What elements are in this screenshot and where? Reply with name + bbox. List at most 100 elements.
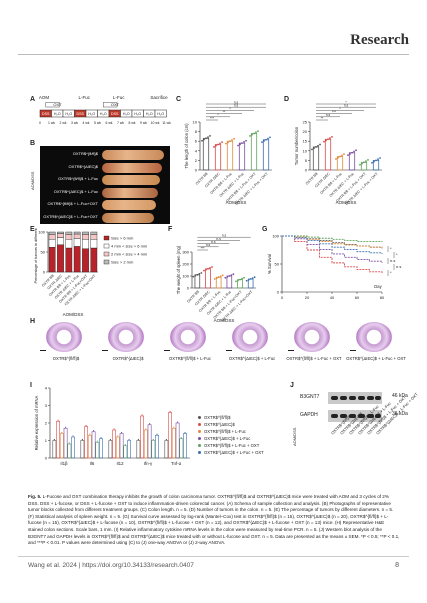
y-tick-label: 10 xyxy=(303,148,308,153)
data-point xyxy=(124,444,126,446)
cytokine-mrna-chart: 0 1 2 3 4 Relative expression of mRNA Il1β Il6 I… xyxy=(34,386,190,466)
legend-marker xyxy=(198,451,201,454)
stack-segment xyxy=(82,248,89,273)
panel-b-label: B xyxy=(30,140,36,147)
data-point xyxy=(92,430,95,432)
legend-label: 4 mm < size > 6 mm xyxy=(111,244,148,249)
y-axis-title: Percentage of tumors in different size xyxy=(34,228,38,283)
scale-bar xyxy=(102,350,108,351)
legend-label: OXTR$^{fl/fl}$ + L-Fuc xyxy=(204,429,246,434)
y-tick-label: 25 xyxy=(303,120,308,125)
data-point xyxy=(209,135,211,137)
stack-segment xyxy=(90,238,98,249)
data-point xyxy=(265,138,267,141)
schema-top-label: AOM xyxy=(39,95,50,100)
x-axis-title: Day xyxy=(374,284,382,289)
he-caption: OXTR$^{fl/fl}$ + L-Fuc + OXT xyxy=(286,356,342,361)
y-axis-title: The weight of spleen (mg) xyxy=(176,245,181,294)
colon-row-label: OXTR$^{ΔIEC}$ + L-Fuc+OXT xyxy=(43,213,98,219)
schema-box-label: H₂O xyxy=(88,112,95,116)
colon-specimen xyxy=(102,150,164,160)
legend-label: 2 mm < size > 4 mm xyxy=(111,252,148,257)
cytokine-legend: OXTR$^{fl/fl}$ OXTR$^{ΔIEC}$ OXTR$^{fl/fl}… xyxy=(198,414,278,456)
survival-line xyxy=(282,235,383,263)
bar xyxy=(348,152,356,171)
data-point xyxy=(53,438,55,441)
survival-line xyxy=(282,235,383,275)
schema-week-label: 1 wk xyxy=(48,121,55,125)
legend-entry: OXTR$^{ΔIEC}$ + L-Fuc xyxy=(198,435,278,442)
he-caption: OXTR$^{fl/fl}$ + L-Fuc xyxy=(169,356,211,361)
data-point xyxy=(194,274,197,277)
stack-segment xyxy=(48,234,56,240)
y-tick-label: 20 xyxy=(303,129,308,134)
data-point xyxy=(257,130,259,133)
colon-row-label: OXTR$^{fl/fl}$ + L-Fuc xyxy=(57,176,98,181)
data-point xyxy=(176,421,179,423)
data-point xyxy=(213,278,216,280)
schema-week-label: 9 wk xyxy=(140,121,147,125)
sig-label: n.s xyxy=(344,104,349,108)
bar xyxy=(147,424,152,459)
bar xyxy=(108,440,113,459)
data-point xyxy=(169,410,171,413)
data-point xyxy=(347,154,349,157)
data-point xyxy=(319,143,321,146)
bar xyxy=(67,443,72,459)
data-point xyxy=(221,141,223,144)
bar xyxy=(238,142,246,171)
data-point xyxy=(192,275,195,278)
legend-swatch xyxy=(103,243,110,249)
y-tick-label: 0 xyxy=(187,286,190,291)
stack-segment xyxy=(73,233,81,239)
panel-f-label: F xyxy=(168,226,173,233)
y-axis-title: % Survival xyxy=(267,254,272,274)
y-tick-label: 0 xyxy=(305,168,308,173)
y-tick-label: 5 xyxy=(305,158,308,163)
data-point xyxy=(81,438,83,441)
stack-segment xyxy=(73,231,81,235)
data-point xyxy=(367,159,369,161)
panel-c-label: C xyxy=(176,96,182,103)
data-point xyxy=(329,137,331,139)
y-axis-title: Tumor number/colon xyxy=(294,126,299,165)
y-tick-label: 2 xyxy=(45,421,48,426)
wb-band xyxy=(367,414,374,418)
x-axis-title: AOM/DSS xyxy=(63,312,84,317)
western-blot: B3GNT7 GAPDH xyxy=(300,392,390,430)
data-point xyxy=(327,138,329,141)
legend-label: OXTR$^{ΔIEC}$ + L-Fuc + OXT xyxy=(204,450,264,455)
legend-entry: OXTR$^{fl/fl}$ + L-Fuc + OXT xyxy=(198,442,278,449)
panel-g-label: G xyxy=(262,226,268,233)
sig-label: n.s xyxy=(390,258,395,263)
bar xyxy=(95,441,100,459)
legend-label: Size > 2 mm xyxy=(111,260,134,265)
y-tick-label: 0 xyxy=(43,270,46,275)
footer-divider xyxy=(18,556,409,557)
legend-label: Size > 6 mm xyxy=(111,236,134,241)
data-point xyxy=(253,276,256,279)
caption-text: L-Fucose and OXT combination therapy inh… xyxy=(28,494,400,546)
schema-week-label: 5 wk xyxy=(94,121,101,125)
bar xyxy=(123,445,128,459)
stack-segment xyxy=(65,231,73,235)
data-point xyxy=(205,137,207,140)
colon-row-label: OXTR$^{ΔIEC}$ + L-Fuc xyxy=(53,188,98,194)
data-point xyxy=(363,161,365,164)
wb-band xyxy=(340,414,347,418)
schema-oxt-label: OXT xyxy=(53,102,62,107)
bar xyxy=(183,433,187,459)
data-point xyxy=(89,433,91,435)
data-point xyxy=(145,428,147,430)
x-tick-label: Il12 xyxy=(116,461,124,466)
data-point xyxy=(57,419,59,421)
schema-top-label: Sacrifice xyxy=(150,95,168,100)
data-point xyxy=(72,435,74,437)
data-point xyxy=(229,140,231,143)
data-point xyxy=(235,280,237,283)
sig-label: n.s xyxy=(234,104,239,108)
stack-segment xyxy=(48,231,56,235)
bar xyxy=(202,137,210,171)
panel-j-side-label: AOM/DSS xyxy=(292,427,297,446)
